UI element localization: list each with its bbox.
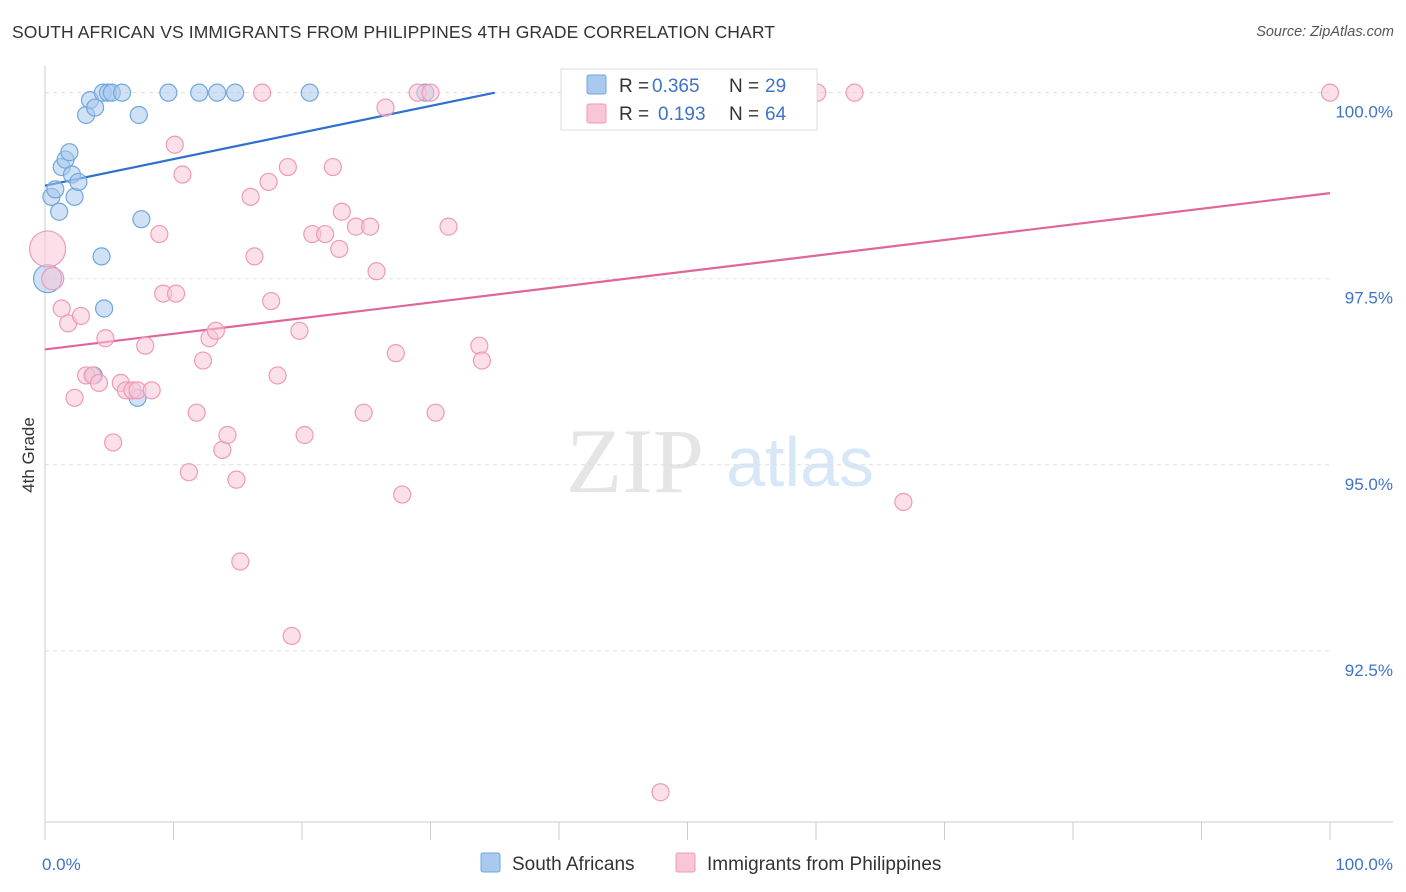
point-south-africans (226, 83, 245, 102)
point-philippines (367, 262, 386, 281)
stats-legend-n-value: 29 (765, 76, 786, 97)
point-south-africans (300, 83, 319, 102)
point-philippines (150, 224, 169, 244)
point-philippines (393, 485, 412, 504)
point-philippines (651, 783, 670, 802)
point-philippines (1320, 83, 1340, 102)
point-south-africans (46, 180, 65, 199)
series-legend: South Africans Immigrants from Philippin… (480, 852, 941, 875)
watermark: ZIP atlas (566, 410, 874, 512)
point-philippines (439, 217, 458, 236)
point-philippines (241, 187, 260, 206)
point-philippines (354, 403, 373, 422)
trend-line-south-africans (44, 91, 495, 187)
point-south-africans (95, 299, 114, 318)
point-philippines (165, 135, 184, 154)
stats-legend-r-label: R = (619, 76, 649, 97)
trend-lines (44, 91, 1331, 351)
point-philippines (28, 230, 67, 268)
point-philippines (259, 172, 278, 192)
point-philippines (71, 306, 91, 326)
point-philippines (361, 217, 380, 236)
point-south-africans (190, 83, 209, 102)
stats-legend-swatch-south-africans (586, 74, 607, 95)
y-tick-label: 97.5% (1345, 289, 1393, 308)
point-south-africans (60, 143, 79, 162)
point-south-africans (132, 210, 151, 229)
y-tick-label: 92.5% (1345, 661, 1393, 680)
point-philippines (253, 83, 272, 102)
point-philippines (193, 351, 213, 370)
point-philippines (316, 224, 335, 244)
point-philippines (206, 321, 226, 340)
point-south-africans (86, 98, 105, 117)
legend-swatch-philippines (675, 852, 696, 873)
point-philippines (65, 388, 84, 407)
point-south-africans (159, 83, 178, 102)
point-philippines (278, 157, 297, 177)
point-philippines (166, 284, 186, 303)
point-philippines (227, 470, 246, 489)
point-south-africans (65, 187, 84, 206)
trend-line-philippines (44, 192, 1331, 351)
point-philippines (173, 165, 192, 184)
stats-legend-n-value: 64 (765, 104, 787, 125)
point-philippines (245, 247, 264, 266)
point-philippines (472, 351, 491, 370)
point-philippines (426, 403, 445, 422)
point-philippines (332, 202, 351, 221)
watermark-atlas: atlas (726, 423, 874, 501)
legend-swatch-south-africans (480, 852, 501, 873)
y-axis-label: 4th Grade (19, 417, 38, 493)
point-philippines (104, 433, 123, 452)
stats-legend: R = 0.365 N = 29 R = 0.193 N = 64 (560, 68, 818, 131)
x-tick-label: 100.0% (1335, 855, 1393, 874)
stats-legend-n-label: N = (729, 104, 759, 125)
point-philippines (179, 463, 199, 482)
point-south-africans (112, 83, 132, 102)
point-south-africans (208, 83, 227, 102)
point-philippines (376, 98, 395, 117)
point-philippines (268, 366, 287, 385)
point-philippines (231, 552, 250, 571)
point-philippines (187, 403, 206, 422)
stats-legend-r-value: 0.365 (652, 76, 700, 97)
x-tick-label: 0.0% (42, 855, 81, 874)
point-philippines (282, 626, 301, 646)
point-philippines (470, 336, 489, 355)
stats-legend-r-label: R = (619, 104, 649, 125)
legend-label-philippines: Immigrants from Philippines (707, 854, 941, 875)
point-philippines (386, 344, 405, 363)
point-philippines (894, 492, 913, 512)
stats-legend-swatch-philippines (586, 103, 607, 124)
point-philippines (295, 425, 314, 445)
point-philippines (845, 83, 864, 102)
point-south-africans (92, 247, 111, 266)
chart-title: SOUTH AFRICAN VS IMMIGRANTS FROM PHILIPP… (12, 22, 776, 42)
watermark-zip: ZIP (566, 410, 704, 512)
point-philippines (89, 373, 109, 393)
point-south-africans (50, 202, 69, 221)
legend-label-south-africans: South Africans (512, 854, 635, 875)
point-philippines (262, 291, 281, 311)
y-tick-label: 95.0% (1345, 475, 1393, 494)
point-philippines (421, 83, 440, 102)
point-philippines (96, 329, 115, 348)
point-philippines (330, 239, 349, 259)
point-philippines (142, 381, 161, 400)
y-tick-label: 100.0% (1335, 103, 1393, 122)
chart-source: Source: ZipAtlas.com (1256, 24, 1394, 40)
point-south-africans (129, 105, 148, 125)
stats-legend-n-label: N = (729, 76, 759, 97)
point-south-africans (69, 172, 88, 192)
point-philippines (136, 336, 155, 355)
point-philippines (218, 425, 237, 445)
point-philippines (290, 321, 309, 340)
axes: 100.0% 97.5% 95.0% 92.5% 0.0% 100.0% (42, 66, 1393, 874)
stats-legend-r-value: 0.193 (658, 104, 706, 125)
point-philippines (41, 267, 65, 291)
point-philippines (323, 157, 342, 177)
data-points (28, 83, 1340, 802)
